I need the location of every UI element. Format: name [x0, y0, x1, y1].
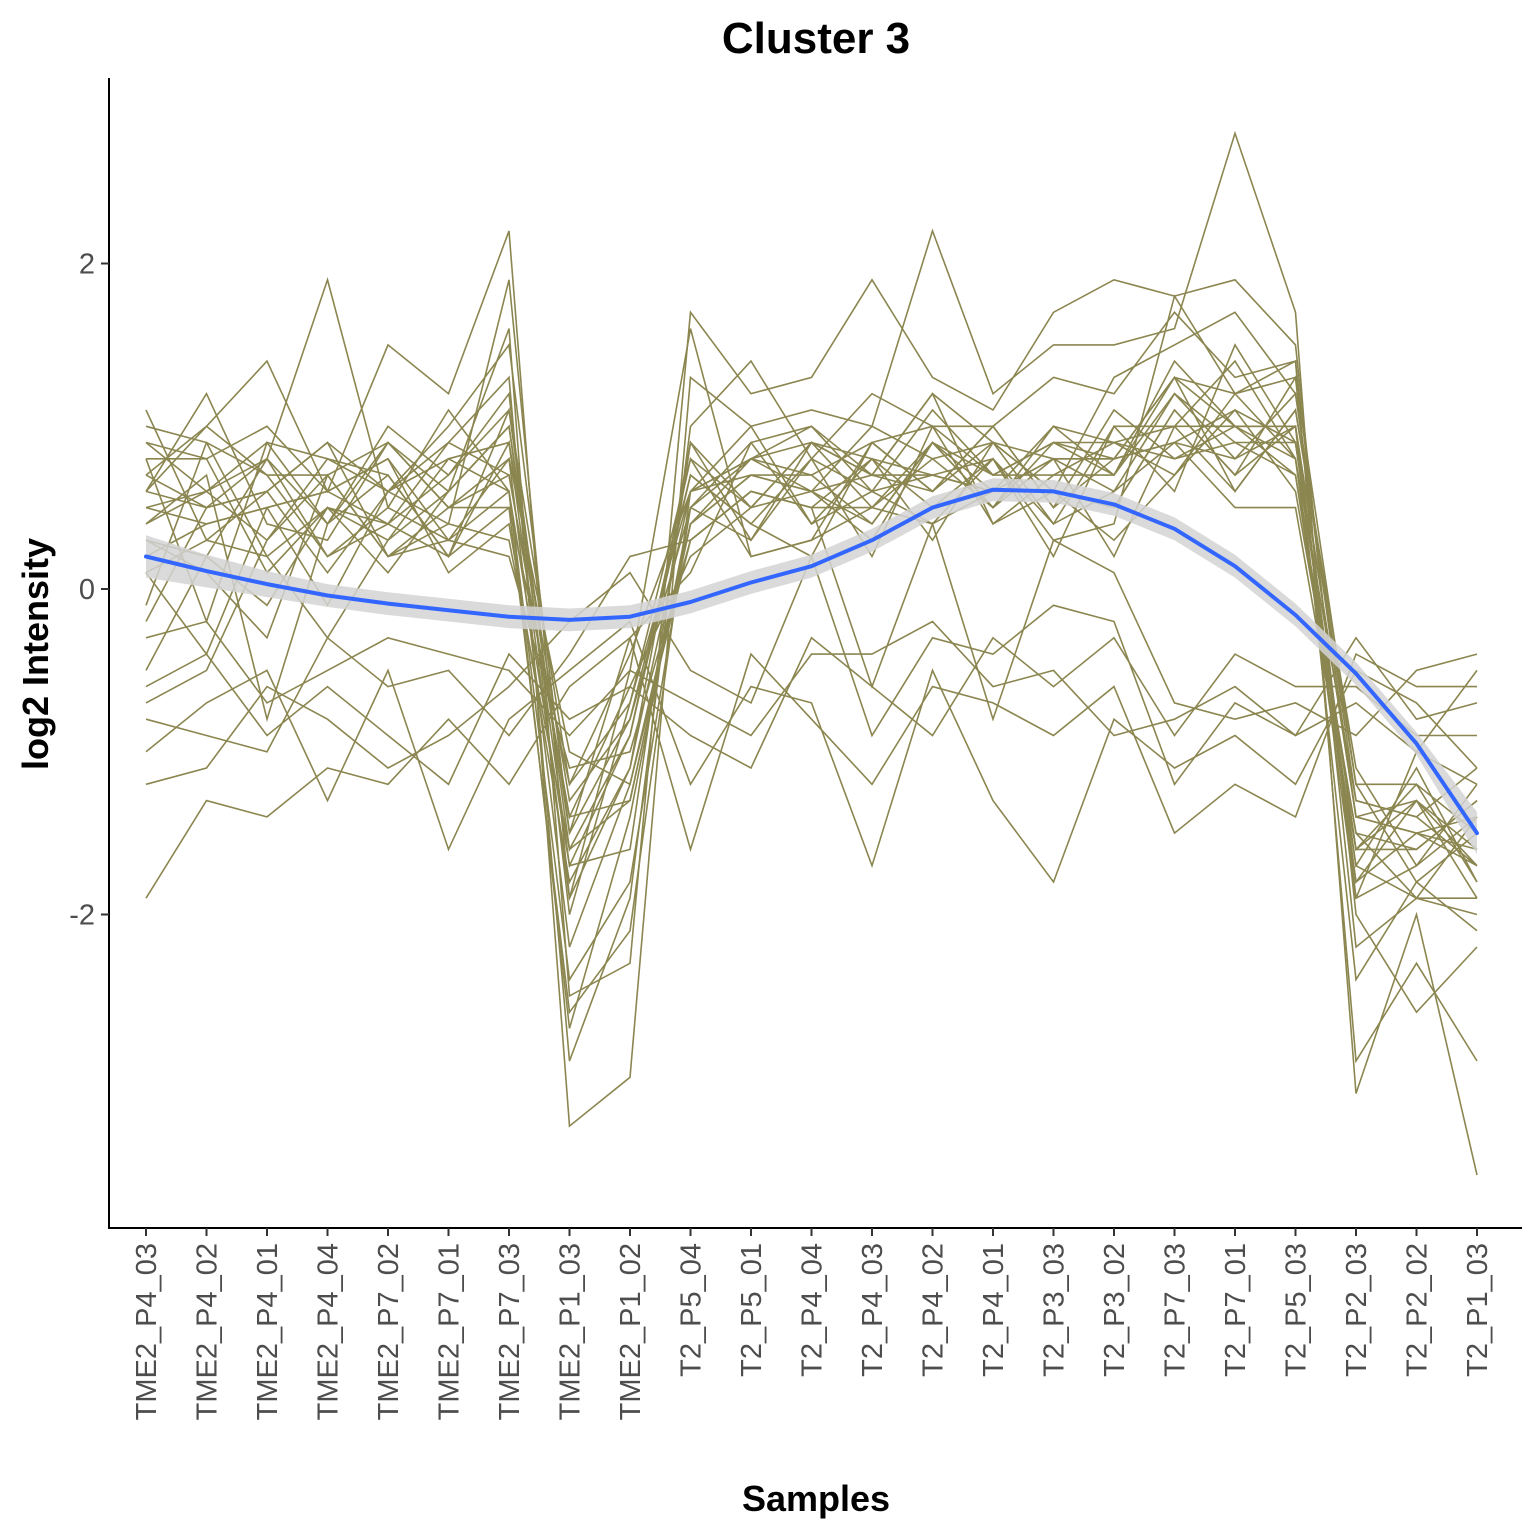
profile-line-26 [145, 230, 1478, 1014]
x-tick-label: T2_P5_01 [736, 1243, 768, 1377]
x-tick-label: T2_P7_03 [1160, 1243, 1192, 1377]
x-tick-label: T2_P4_02 [918, 1243, 950, 1377]
x-tick-label: TME2_P7_01 [434, 1243, 466, 1420]
y-tick-label: 2 [79, 249, 95, 281]
profile-line-28 [145, 311, 1478, 1064]
profile-line-12 [145, 391, 1478, 915]
y-tick-label: 0 [79, 574, 95, 606]
x-tick-label: TME2_P4_03 [131, 1243, 163, 1420]
profile-lines [145, 130, 1478, 1176]
x-tick-label: T2_P4_03 [857, 1243, 889, 1377]
y-ticks: -2 0 2 [69, 249, 109, 932]
trend-group [144, 478, 1479, 855]
x-tick-label: TME2_P1_02 [615, 1243, 647, 1420]
x-tick-label: T2_P4_01 [978, 1243, 1010, 1377]
x-tick-label: T2_P5_04 [676, 1243, 708, 1377]
profile-line-29 [145, 376, 1478, 1015]
x-tick-label: T2_P2_03 [1341, 1243, 1373, 1377]
chart-title: Cluster 3 [722, 14, 910, 63]
x-axis-title: Samples [742, 1478, 890, 1519]
x-tick-label: T2_P7_01 [1220, 1243, 1252, 1377]
x-tick-label: TME2_P7_02 [373, 1243, 405, 1420]
profile-line-23 [145, 636, 1477, 786]
y-tick-label: -2 [69, 900, 95, 932]
x-tick-label: TME2_P7_03 [494, 1243, 526, 1420]
profile-line-22 [145, 636, 1477, 899]
x-tick-label: TME2_P1_03 [555, 1243, 587, 1420]
x-tick-label: T2_P1_03 [1462, 1243, 1494, 1377]
x-tick-label: TME2_P4_04 [313, 1243, 345, 1420]
profile-line-30 [145, 425, 1478, 982]
x-tick-label: T2_P3_03 [1039, 1243, 1071, 1377]
trend-line [144, 487, 1479, 836]
profile-line-24 [145, 620, 1478, 884]
x-tick-label: T2_P2_02 [1402, 1243, 1434, 1377]
x-tick-label: T2_P3_02 [1099, 1243, 1131, 1377]
x-tick-label: TME2_P4_02 [192, 1243, 224, 1420]
x-tick-label: T2_P5_03 [1281, 1243, 1313, 1377]
profile-line-25 [145, 620, 1478, 753]
x-ticks: TME2_P4_03 TME2_P4_02 TME2_P4_01 TME2_P4_04… [131, 1228, 1494, 1420]
y-axis-title: log2 Intensity [15, 538, 56, 770]
x-tick-label: TME2_P4_01 [252, 1243, 284, 1420]
x-tick-label: T2_P4_04 [797, 1243, 829, 1377]
profile-line-27 [145, 130, 1478, 1176]
